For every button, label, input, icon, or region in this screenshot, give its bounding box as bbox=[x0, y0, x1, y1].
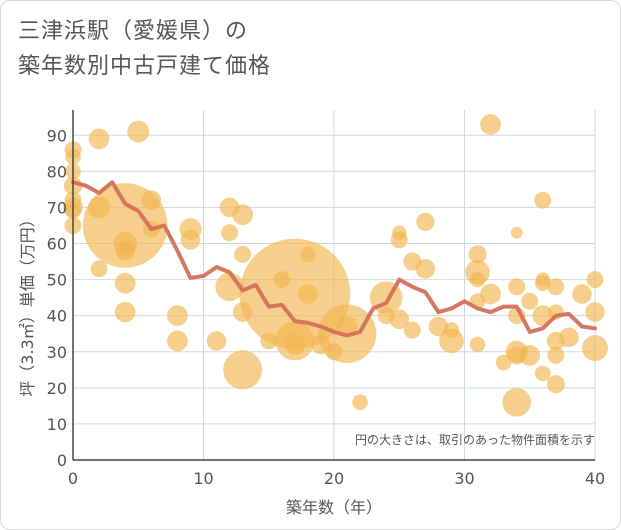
bubble-point bbox=[180, 230, 201, 250]
chart-title-line1: 三津浜駅（愛媛県）の bbox=[18, 19, 249, 44]
bubble-point bbox=[480, 114, 501, 135]
bubble-point bbox=[547, 346, 565, 364]
bubble-point bbox=[469, 336, 486, 353]
x-axis-label: 築年数（年） bbox=[286, 498, 382, 517]
bubble-point bbox=[535, 275, 551, 291]
bubble-point bbox=[546, 375, 565, 394]
y-tick-label: 90 bbox=[47, 126, 67, 145]
bubble-point bbox=[114, 272, 136, 294]
bubble-point bbox=[232, 204, 254, 226]
chart-title-line2: 築年数別中古戸建て価格 bbox=[18, 54, 272, 79]
bubble-point bbox=[141, 190, 162, 211]
x-tick-label: 10 bbox=[193, 469, 213, 488]
bubble-point bbox=[127, 120, 150, 143]
bubble-point bbox=[115, 240, 135, 261]
y-tick-label: 20 bbox=[47, 379, 67, 398]
bubble-point bbox=[167, 330, 188, 352]
x-tick-label: 40 bbox=[585, 469, 605, 488]
bubble-point bbox=[502, 387, 531, 417]
y-tick-label: 0 bbox=[57, 451, 67, 470]
bubble-point bbox=[572, 284, 592, 304]
bubble-series bbox=[63, 114, 608, 417]
y-tick-label: 30 bbox=[47, 343, 67, 362]
bubble-point bbox=[416, 212, 435, 231]
y-tick-label: 10 bbox=[47, 415, 67, 434]
trend-line-group bbox=[71, 180, 597, 338]
bubble-point bbox=[223, 350, 263, 390]
bubble-point bbox=[284, 334, 306, 355]
bubble-point bbox=[469, 271, 486, 288]
bubble-point bbox=[439, 328, 464, 354]
bubble-point bbox=[221, 224, 239, 242]
bubble-point bbox=[389, 309, 410, 330]
bubble-point bbox=[586, 271, 604, 289]
bubble-point bbox=[300, 246, 316, 263]
axes bbox=[72, 110, 595, 461]
y-tick-label: 40 bbox=[47, 307, 67, 326]
tick-labels: 0 10 20 30 40 50 60 70 80 90 0 10 20 30 40 bbox=[47, 126, 606, 488]
bubble-point bbox=[534, 191, 552, 209]
y-tick-label: 70 bbox=[47, 198, 67, 217]
bubble-point bbox=[234, 245, 252, 263]
trend-line bbox=[71, 180, 597, 338]
bubble-point bbox=[582, 335, 608, 362]
x-tick-label: 20 bbox=[324, 469, 344, 488]
bubble-point bbox=[585, 302, 605, 322]
y-tick-label: 60 bbox=[47, 235, 67, 254]
bubble-point bbox=[352, 394, 368, 411]
size-annotation: 円の大きさは、取引のあった物件面積を示す bbox=[355, 432, 595, 447]
x-tick-label: 0 bbox=[68, 469, 78, 488]
y-tick-label: 80 bbox=[47, 162, 67, 181]
y-tick-label: 50 bbox=[47, 271, 67, 290]
bubble-point bbox=[508, 278, 526, 296]
bubble-point bbox=[403, 321, 421, 339]
bubble-point bbox=[90, 260, 108, 278]
bubble-point bbox=[559, 327, 579, 348]
bubble-point bbox=[390, 231, 408, 249]
bubble-point bbox=[336, 316, 358, 337]
bubble-point bbox=[167, 305, 188, 327]
bubble-point bbox=[88, 128, 110, 150]
x-tick-label: 30 bbox=[454, 469, 474, 488]
bubble-point bbox=[521, 292, 539, 310]
bubble-point bbox=[510, 226, 523, 239]
chart-title: 三津浜駅（愛媛県）の 築年数別中古戸建て価格 bbox=[18, 14, 271, 84]
bubble-point bbox=[428, 316, 449, 337]
bubble-point bbox=[535, 365, 551, 382]
bubble-point bbox=[114, 301, 136, 323]
bubble-point bbox=[480, 283, 501, 305]
bubble-point bbox=[495, 354, 512, 371]
bubble-point bbox=[206, 331, 227, 351]
bubble-point bbox=[415, 258, 436, 279]
bubble-point bbox=[547, 278, 565, 296]
bubble-point bbox=[468, 245, 487, 264]
bubble-point bbox=[298, 284, 318, 304]
y-axis-label: 坪（3.3㎡）単価（万円） bbox=[18, 211, 37, 396]
bubble-point bbox=[519, 344, 541, 366]
